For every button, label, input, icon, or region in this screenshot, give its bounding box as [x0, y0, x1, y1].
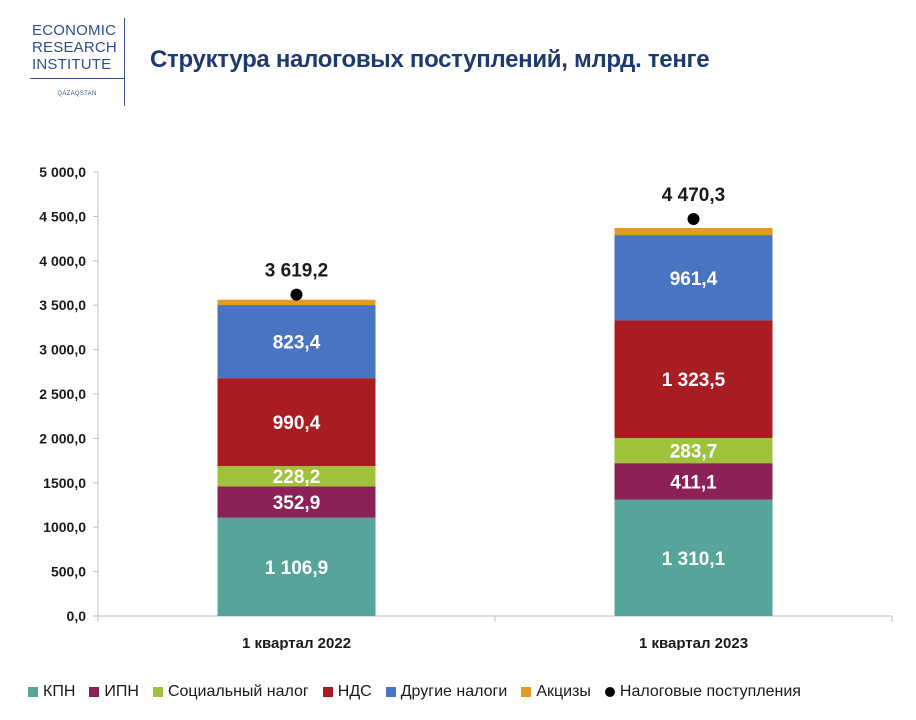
chart-title: Структура налоговых поступлений, млрд. т… — [150, 46, 710, 73]
legend-swatch — [89, 687, 100, 697]
data-label: 961,4 — [670, 269, 718, 290]
bar-segment — [217, 378, 376, 467]
legend-swatch — [322, 687, 333, 697]
y-tick-label: 4 000,0 — [39, 253, 86, 269]
legend-item: Социальный налог — [152, 683, 309, 701]
y-tick-label: 2 500,0 — [39, 386, 86, 402]
legend-item: Другие налоги — [385, 683, 508, 701]
legend-item: НДС — [322, 683, 372, 701]
y-tick-label: 0,0 — [67, 608, 87, 624]
bar-segment — [614, 227, 773, 236]
logo-line-1: ECONOMIC — [32, 22, 117, 39]
y-tick-label: 1000,0 — [43, 519, 86, 535]
data-label: 228,2 — [273, 467, 321, 488]
total-label: 4 470,3 — [662, 185, 725, 206]
y-tick-label: 3 000,0 — [39, 342, 86, 358]
logo-subtitle: QAZAQSTAN — [57, 91, 97, 97]
legend-label: ИПН — [104, 683, 139, 700]
total-marker — [687, 213, 700, 226]
bar-segment — [614, 235, 773, 321]
data-label: 352,9 — [273, 493, 321, 514]
legend-item: КПН — [28, 683, 75, 701]
x-tick-label: 1 квартал 2022 — [242, 635, 351, 650]
data-label: 283,7 — [670, 442, 718, 463]
x-tick-label: 1 квартал 2023 — [639, 635, 748, 650]
legend-swatch — [28, 687, 38, 697]
total-label: 3 619,2 — [265, 261, 328, 282]
logo-border — [124, 18, 125, 106]
y-tick-label: 1500,0 — [43, 475, 86, 491]
chart-legend: КПН ИПН Социальный налог НДС Другие налоги Ак… — [28, 680, 908, 704]
bar-segment — [217, 486, 376, 518]
y-tick-label: 5 000,0 — [39, 164, 86, 180]
legend-item: ИПН — [89, 683, 139, 701]
legend-label: Акцизы — [536, 683, 591, 700]
legend-marker-icon — [604, 687, 615, 697]
logo: ECONOMIC RESEARCH INSTITUTE QAZAQSTAN — [28, 18, 126, 106]
y-tick-label: 500,0 — [51, 564, 86, 580]
total-marker — [290, 288, 303, 301]
legend-label: КПН — [43, 683, 76, 700]
legend-item: Налоговые поступления — [604, 683, 801, 701]
bar-segment — [614, 437, 773, 464]
logo-line-2: RESEARCH — [32, 39, 117, 56]
bar-segment — [614, 320, 773, 438]
bar-segment — [614, 463, 773, 500]
legend-label: НДС — [337, 683, 372, 700]
legend-swatch — [152, 687, 163, 697]
logo-divider — [30, 78, 124, 79]
bar-segment — [217, 466, 376, 487]
bar-segment — [217, 299, 376, 306]
legend-swatch — [521, 687, 532, 697]
data-label: 411,1 — [670, 472, 717, 493]
logo-line-3: INSTITUTE — [32, 56, 112, 73]
data-label: 1 310,1 — [662, 549, 726, 570]
legend-label: Налоговые поступления — [619, 683, 801, 700]
legend-item: Акцизы — [521, 683, 591, 701]
legend-label: Социальный налог — [167, 683, 309, 700]
bar-segment — [217, 305, 376, 379]
data-label: 823,4 — [273, 333, 321, 354]
bar-segment — [614, 499, 773, 616]
legend-swatch — [385, 687, 396, 697]
legend-label: Другие налоги — [400, 683, 508, 700]
data-label: 1 323,5 — [662, 370, 726, 391]
y-tick-label: 2 000,0 — [39, 430, 86, 446]
stacked-bar-chart: 0,0 500,0 1000,0 1500,0 2 000,0 2 500,0 3 000,… — [39, 164, 893, 650]
y-tick-label: 3 500,0 — [39, 297, 86, 313]
data-label: 1 106,9 — [265, 558, 328, 579]
bar-segment — [217, 517, 376, 616]
y-tick-label: 4 500,0 — [39, 208, 86, 224]
data-label: 990,4 — [273, 413, 321, 434]
